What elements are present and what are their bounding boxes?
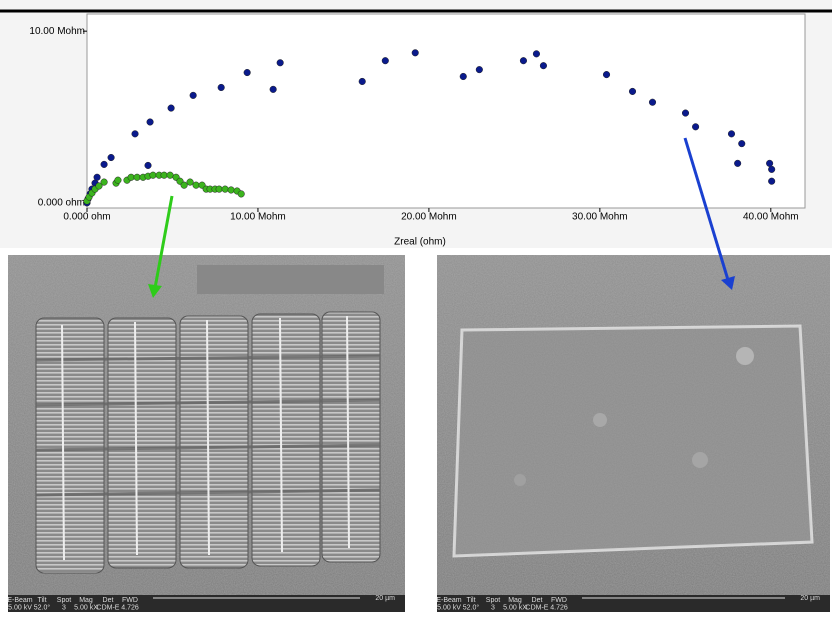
figure: Zreal (ohm) 0.000 ohm 10.00 Mohm 20.00 Moh… xyxy=(0,0,832,612)
point xyxy=(115,177,122,184)
info-header: E-Beam xyxy=(436,597,461,604)
info-header: Mag xyxy=(79,597,93,604)
point xyxy=(649,99,656,106)
point xyxy=(766,160,773,167)
info-header: Tilt xyxy=(466,597,475,604)
point xyxy=(728,131,735,138)
point xyxy=(682,110,689,117)
info-value: 52.0° xyxy=(463,603,480,611)
y-tick-label: 0.000 ohm xyxy=(38,197,85,208)
info-header: Tilt xyxy=(37,597,46,604)
point xyxy=(181,182,188,189)
point xyxy=(533,51,540,58)
info-header: Spot xyxy=(57,597,71,604)
point xyxy=(692,123,699,130)
info-header: Mag xyxy=(508,597,522,604)
point xyxy=(145,162,152,169)
point xyxy=(734,160,741,167)
point xyxy=(629,88,636,95)
x-tick-label: 30.00 Mohm xyxy=(572,212,628,223)
point xyxy=(412,50,419,57)
info-value: 3 xyxy=(491,604,495,611)
point xyxy=(244,69,251,76)
point xyxy=(134,174,141,181)
point xyxy=(187,179,194,186)
info-header: FWD xyxy=(122,597,138,604)
info-header: Det xyxy=(103,597,114,604)
point xyxy=(218,84,225,91)
point xyxy=(460,73,467,80)
point xyxy=(193,182,200,189)
point xyxy=(228,187,235,194)
point xyxy=(382,57,389,64)
point xyxy=(108,154,115,161)
x-tick-label: 10.00 Mohm xyxy=(230,212,286,223)
point xyxy=(168,105,175,112)
sem-image-right xyxy=(437,255,830,595)
x-tick-label: 0.000 ohm xyxy=(63,212,110,223)
point xyxy=(161,172,168,179)
info-header: E-Beam xyxy=(7,597,32,604)
point xyxy=(476,66,483,73)
info-value: CDM-E xyxy=(526,604,549,611)
info-value: 5.00 kV xyxy=(437,604,461,611)
point xyxy=(270,86,277,93)
point xyxy=(222,186,229,193)
sem-image-left xyxy=(8,255,405,595)
point xyxy=(101,161,108,168)
point xyxy=(216,186,223,193)
point xyxy=(738,140,745,147)
info-header: Spot xyxy=(486,597,500,604)
point xyxy=(190,92,197,99)
info-value: 3 xyxy=(62,604,66,611)
point xyxy=(768,166,775,173)
info-value: 5.00 kV xyxy=(8,604,32,611)
y-tick-label: 10.00 Mohm xyxy=(29,26,85,37)
x-tick-label: 40.00 Mohm xyxy=(743,212,799,223)
point xyxy=(603,71,610,78)
info-value: 4.726 xyxy=(121,604,139,611)
point xyxy=(238,191,245,198)
info-header: FWD xyxy=(551,597,567,604)
info-header: Det xyxy=(532,597,543,604)
point xyxy=(147,119,154,126)
info-value: 5.00 kX xyxy=(503,604,527,611)
point xyxy=(520,57,527,64)
point xyxy=(167,172,174,179)
point xyxy=(101,179,108,186)
point xyxy=(132,131,139,138)
info-value: 5.00 kX xyxy=(74,604,98,611)
point xyxy=(150,172,157,179)
x-tick-label: 20.00 Mohm xyxy=(401,212,457,223)
x-axis-label: Zreal (ohm) xyxy=(394,237,446,248)
info-value: 4.726 xyxy=(550,604,568,611)
info-value: CDM-E xyxy=(97,604,120,611)
point xyxy=(540,62,547,69)
point xyxy=(128,174,135,181)
point xyxy=(359,78,366,85)
scale-label: 20 µm xyxy=(375,595,395,602)
point xyxy=(277,59,284,66)
info-value: 52.0° xyxy=(34,603,51,611)
point xyxy=(768,178,775,185)
scale-label: 20 µm xyxy=(800,595,820,602)
point xyxy=(94,174,101,181)
